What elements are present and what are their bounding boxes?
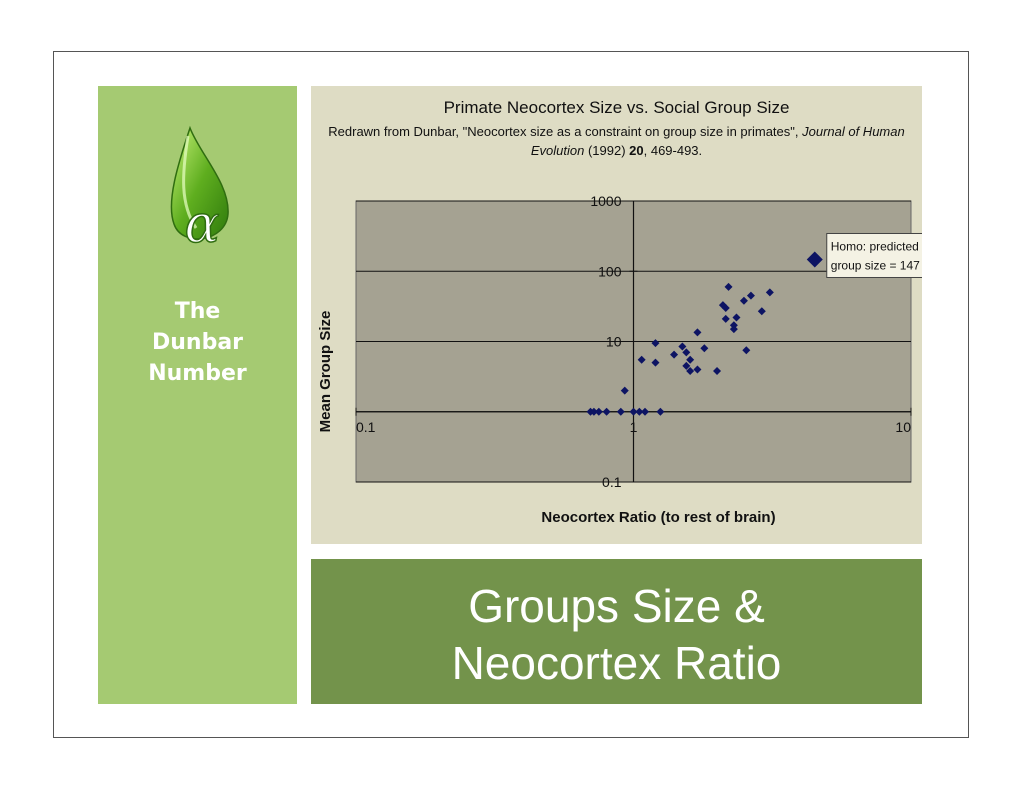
data-point	[620, 386, 629, 395]
x-tick-label: 10	[895, 419, 911, 435]
sidebar-title-line: Number	[148, 361, 247, 386]
data-point	[724, 282, 733, 291]
data-point	[635, 407, 644, 416]
logo-glyph: α	[184, 195, 219, 254]
citation-text: Redrawn from Dunbar, "Neocortex size as …	[328, 124, 803, 139]
data-point	[718, 301, 727, 310]
data-point	[721, 303, 730, 312]
annotation-box	[826, 232, 922, 278]
x-tick-label: 0.1	[356, 419, 376, 435]
data-point	[713, 367, 722, 376]
caption-line: Neocortex Ratio	[451, 637, 782, 689]
y-tick-label: 0.1	[602, 474, 622, 490]
data-point	[656, 407, 665, 416]
data-point	[700, 344, 709, 353]
data-point	[765, 288, 774, 297]
data-point	[682, 361, 691, 370]
citation-pages: , 469-493.	[643, 143, 703, 158]
data-point	[739, 296, 748, 305]
annotation-text: Homo: predicted	[831, 239, 919, 253]
data-point	[693, 365, 702, 374]
data-point	[589, 407, 598, 416]
caption-box	[311, 559, 922, 704]
caption-line: Groups Size &	[468, 580, 765, 632]
data-point	[602, 407, 611, 416]
chart-subtitle: Redrawn from Dunbar, "Neocortex size as …	[311, 122, 922, 160]
caption: Groups Size & Neocortex Ratio	[311, 578, 922, 692]
sidebar-title: The Dunbar Number	[98, 296, 297, 389]
data-point	[594, 407, 603, 416]
y-axis-label: Mean Group Size	[317, 311, 334, 433]
annotation-text: group size = 147	[831, 258, 920, 272]
data-point	[757, 307, 766, 316]
y-tick-label: 1000	[590, 193, 621, 209]
data-point	[616, 407, 625, 416]
data-point	[651, 339, 660, 348]
data-point	[729, 325, 738, 334]
data-point	[640, 407, 649, 416]
data-point	[651, 358, 660, 367]
x-tick-label: 1	[630, 419, 638, 435]
data-point	[693, 328, 702, 337]
sidebar-title-line: Dunbar	[151, 330, 244, 355]
x-axis-label: Neocortex Ratio (to rest of brain)	[541, 509, 775, 526]
data-point	[686, 367, 695, 376]
citation-journal: Journal of Human Evolution	[530, 124, 905, 158]
data-point	[742, 346, 751, 355]
data-point	[637, 355, 646, 364]
data-point	[670, 350, 679, 359]
data-point	[686, 355, 695, 364]
data-point	[678, 342, 687, 351]
data-point	[732, 313, 741, 322]
y-tick-label: 100	[598, 263, 622, 279]
data-point	[721, 314, 730, 323]
data-point	[629, 407, 638, 416]
sidebar-title-line: The	[174, 299, 221, 324]
citation-volume: 20	[629, 143, 644, 158]
data-point-homo	[806, 251, 823, 268]
chart-title: Primate Neocortex Size vs. Social Group …	[443, 98, 790, 117]
citation-year: (1992)	[584, 143, 630, 158]
data-point	[682, 348, 691, 357]
data-point	[746, 291, 755, 300]
scatter-chart: 1000 100 10 0.1 0.1 1 10 Neocortex Ratio (to re…	[317, 193, 922, 526]
leaf-logo-icon: α	[170, 125, 229, 254]
y-tick-label: 10	[606, 334, 622, 350]
